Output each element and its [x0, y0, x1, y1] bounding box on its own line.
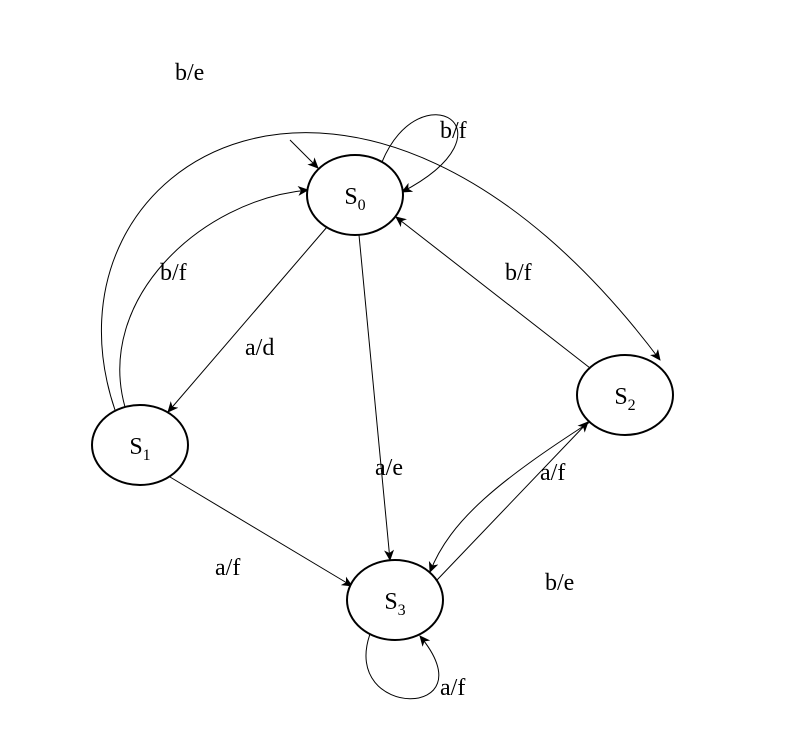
- node-s1: S1: [92, 405, 188, 485]
- node-label-sub: 0: [358, 197, 366, 214]
- edge-label-s3-s2: b/e: [545, 570, 574, 596]
- node-label: S: [129, 434, 142, 460]
- node-label: S: [614, 384, 627, 410]
- edge-s1-s0: [120, 190, 308, 407]
- start-marker: [290, 140, 318, 168]
- node-label-sub: 3: [398, 602, 406, 619]
- node-s0: S0: [307, 155, 403, 235]
- node-label-sub: 1: [143, 447, 151, 464]
- edge-s1-s3: [170, 477, 352, 586]
- node-label: S: [384, 589, 397, 615]
- node-label-sub: 2: [628, 397, 636, 414]
- edge-label-s2-s0: b/f: [505, 260, 532, 286]
- edge-label-s3-self: a/f: [440, 675, 465, 701]
- edge-s0-s3: [359, 235, 390, 560]
- node-s3: S3: [347, 560, 443, 640]
- edge-label-s0-s3: a/e: [375, 455, 403, 481]
- edge-s2-s0: [396, 217, 590, 368]
- state-diagram: S0 S1 S2 S3 b/f a/d b/f a/e b/f b/e a/f …: [0, 0, 786, 745]
- node-label: S: [344, 184, 357, 210]
- edge-s3-self: [366, 634, 439, 699]
- edge-label-s1-s2: b/e: [175, 60, 204, 86]
- edge-s3-s2: [437, 422, 588, 580]
- node-s2: S2: [577, 355, 673, 435]
- edge-label-s1-s0: b/f: [160, 260, 187, 286]
- edge-s0-s1: [168, 227, 327, 412]
- edge-label-s1-s3: a/f: [215, 555, 240, 581]
- edge-label-s0-s1: a/d: [245, 335, 274, 361]
- edge-label-s2-s3: a/f: [540, 460, 565, 486]
- edge-label-s0-self: b/f: [440, 118, 467, 144]
